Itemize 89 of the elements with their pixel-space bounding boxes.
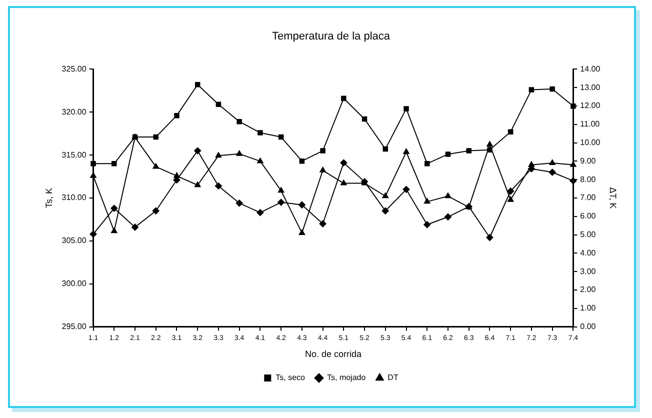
y-axis-title: Ts, K — [44, 188, 54, 208]
point — [550, 86, 555, 92]
point — [444, 213, 452, 220]
point — [424, 198, 430, 204]
point — [152, 207, 160, 214]
y2-tick-label: 9.00 — [580, 156, 596, 166]
point — [90, 230, 97, 238]
point — [402, 186, 410, 193]
point — [256, 209, 264, 216]
point — [444, 192, 452, 198]
legend-label: Ts, mojado — [327, 373, 366, 382]
point — [298, 201, 306, 208]
point — [110, 204, 118, 212]
point — [341, 96, 346, 102]
point — [153, 134, 158, 140]
point — [507, 188, 514, 195]
y2-tick-label: 8.00 — [580, 174, 596, 184]
y2-tick-label: 13.00 — [580, 82, 601, 92]
y2-tick-label: 4.00 — [580, 248, 596, 258]
point — [466, 148, 472, 154]
point — [362, 116, 368, 122]
point — [404, 106, 409, 112]
point — [112, 161, 117, 166]
point — [278, 134, 284, 140]
point — [216, 102, 222, 108]
y2-tick-label: 2.00 — [580, 285, 596, 294]
point — [528, 161, 535, 167]
point — [194, 182, 201, 188]
y2-tick-label: 10.00 — [580, 138, 601, 148]
point — [445, 152, 451, 157]
legend-label: Ts, seco — [276, 373, 306, 382]
legend-label: DT — [388, 373, 398, 382]
point — [194, 147, 202, 154]
point — [174, 112, 180, 118]
y-tick-label: 300.00 — [62, 279, 87, 288]
point — [236, 200, 243, 207]
point — [508, 129, 514, 135]
point — [299, 158, 305, 164]
point — [278, 198, 285, 206]
point — [320, 166, 326, 172]
point — [382, 207, 389, 214]
y-tick-label: 325.00 — [62, 64, 87, 74]
x-axis-title: No. de corrida — [304, 349, 362, 360]
point — [257, 158, 264, 164]
point — [382, 146, 388, 152]
y-tick-label: 315.00 — [62, 150, 87, 160]
point — [507, 196, 514, 202]
point — [278, 187, 284, 193]
point — [215, 152, 222, 158]
point — [340, 159, 348, 166]
y2-tick-label: 7.00 — [580, 193, 596, 202]
point — [90, 161, 96, 166]
y2-tick-label: 12.00 — [580, 101, 601, 110]
point — [382, 192, 388, 198]
y2-tick-label: 5.00 — [580, 230, 596, 240]
point — [486, 234, 494, 241]
y2-tick-label: 1.00 — [580, 304, 596, 313]
point — [403, 148, 410, 154]
point — [549, 160, 556, 166]
y2-tick-label: 14.00 — [580, 64, 601, 74]
point — [298, 229, 306, 235]
y2-tick-label: 11.00 — [580, 120, 600, 129]
point — [486, 141, 493, 147]
point — [570, 177, 577, 184]
point — [487, 147, 492, 153]
point — [111, 228, 118, 234]
point — [424, 161, 430, 166]
point — [340, 180, 347, 186]
point — [152, 163, 159, 169]
point — [258, 130, 263, 136]
point — [548, 168, 556, 176]
chart-title: Temperatura de la placa — [272, 30, 391, 43]
point — [236, 150, 242, 156]
point — [194, 82, 200, 88]
point — [320, 148, 326, 154]
y-tick-label: 310.00 — [62, 193, 87, 202]
point — [214, 182, 222, 190]
y2-tick-label: 6.00 — [580, 212, 596, 221]
point — [236, 118, 242, 124]
y-tick-label: 295.00 — [62, 322, 87, 332]
point — [132, 224, 138, 231]
point — [528, 87, 534, 92]
y-tick-label: 320.00 — [62, 107, 87, 116]
point — [424, 221, 431, 228]
y2-axis-title: ΔT, K — [608, 187, 618, 209]
y-tick-label: 305.00 — [62, 236, 87, 246]
point — [319, 220, 326, 228]
y2-tick-label: 3.00 — [580, 266, 596, 276]
y2-tick-label: 0.00 — [580, 322, 596, 332]
